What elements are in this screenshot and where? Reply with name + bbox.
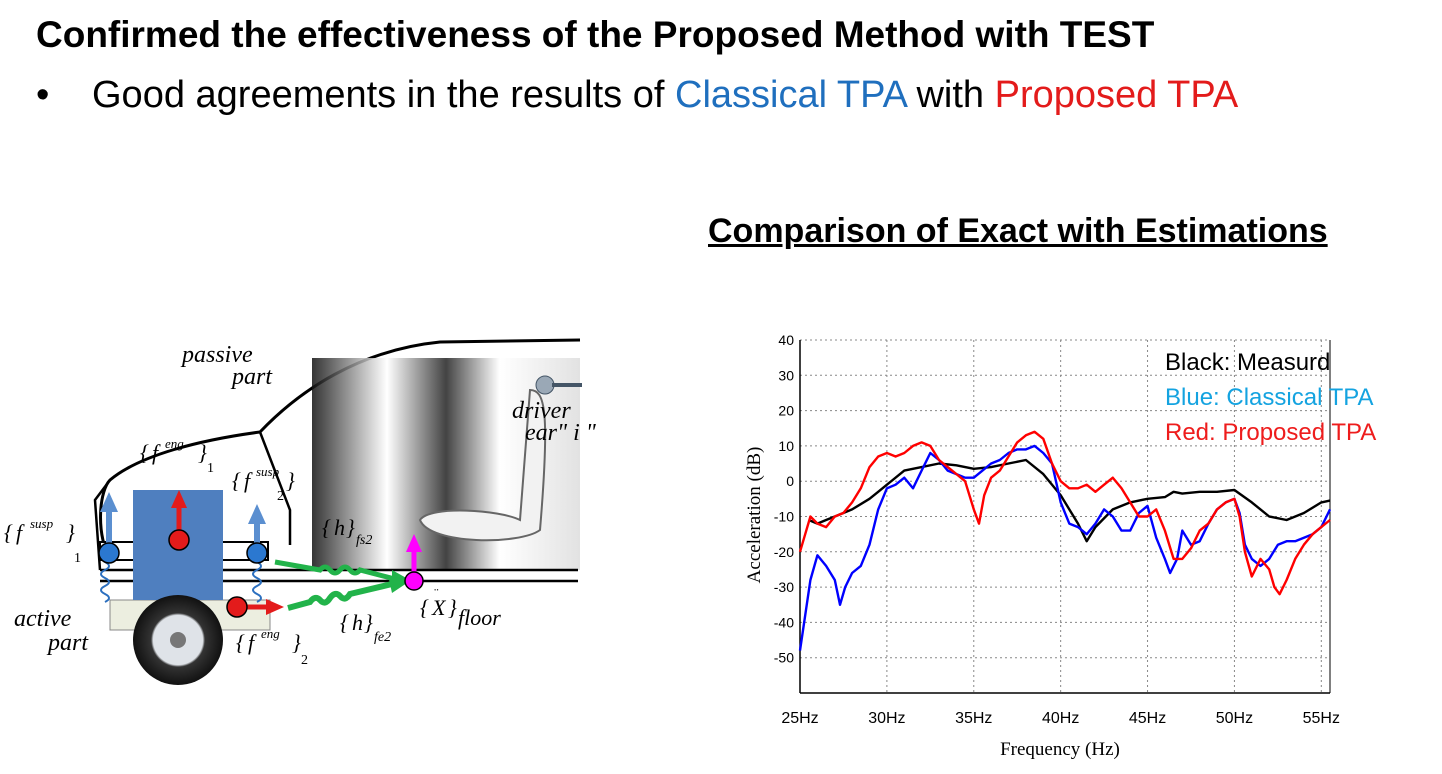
label-passive: passive [180,342,253,368]
y-axis-label: Acceleration (dB) [744,447,765,584]
label-f-susp-1-sup: susp [30,516,54,531]
svg-text:{: { [232,468,241,493]
y-tick-label: 40 [778,332,794,348]
engine-force-arrow-2 [266,599,284,615]
label-f-susp-1-sub: 1 [74,551,81,566]
label-passive-part: part [230,364,273,390]
engine-force-arrow-1 [171,490,187,508]
x-tick-label: 40Hz [1042,710,1079,727]
label-f-eng-1: f [152,440,161,465]
svg-text:}: } [198,440,207,465]
x-tick-label: 30Hz [868,710,905,727]
susp-force-arrow-1 [100,492,118,512]
label-active-part: part [46,630,89,656]
label-f-eng-1-sub: 1 [207,461,214,476]
label-active: active [14,606,72,632]
floor-point [404,571,424,591]
label-f-susp-2-sup: susp [256,464,280,479]
label-f-eng-2-sup: eng [261,626,280,641]
y-tick-label: -10 [774,509,794,525]
classical-tpa-line [798,444,1332,651]
bullet-prefix: Good agreements in the results of [92,74,675,116]
svg-text:{: { [140,440,149,465]
legend-entry: Black: Measurd [1165,349,1330,376]
svg-text:{: { [340,610,349,635]
spring-left [100,561,110,603]
x-tick-label: 55Hz [1303,710,1340,727]
svg-text:{: { [236,630,245,655]
chart-axes [799,340,1331,694]
label-f-susp-1: f [16,520,25,545]
y-tick-label: 10 [778,438,794,454]
y-tick-label: 0 [786,473,794,489]
label-f-susp-2: f [244,468,253,493]
chart-series [798,430,1332,651]
bullet-point: • Good agreements in the results of Class… [36,74,1238,117]
y-tick-label: -50 [774,650,794,666]
x-axis-label: Frequency (Hz) [1000,739,1120,760]
y-tick-label: 30 [778,367,794,383]
svg-text:}: } [448,595,457,620]
y-tick-label: 20 [778,403,794,419]
label-h-fs2: h [334,515,345,540]
spring-right [252,561,262,603]
transfer-path-fe2 [287,581,393,611]
y-tick-label: -30 [774,579,794,595]
chart-ticks: 40 30 20 10 0 -10 -20 -30 -40 -50 25Hz 30Hz 35Hz 40Hz… [774,332,1340,727]
measured-line [808,458,1331,543]
proposed-tpa-label: Proposed TPA [994,74,1239,116]
proposed-tpa-line [798,430,1331,596]
legend-entry: Blue: Classical TPA [1165,384,1374,411]
bullet-middle: with [905,74,995,116]
label-ear: ear" i " [525,420,597,446]
susp-force-arrow-2 [248,504,266,524]
transfer-path-fs2 [274,559,396,582]
vehicle-tpa-diagram: passive part active part driver ear" i "… [4,338,597,685]
label-x-floor-sub: floor [458,605,501,630]
x-tick-label: 35Hz [955,710,992,727]
label-h-fe2: h [352,610,363,635]
chart-legend: Black: Measurd Blue: Classical TPA Red: Pr… [1165,349,1376,446]
y-tick-label: -20 [774,544,794,560]
label-h-fs2-sub: fs2 [356,533,372,548]
svg-text:¨: ¨ [434,587,439,602]
x-tick-label: 45Hz [1129,710,1166,727]
bullet-marker: • [36,74,50,116]
floor-response-arrow [406,534,422,552]
label-f-eng-2: f [248,630,257,655]
svg-text:{: { [322,515,331,540]
svg-text:{: { [4,520,13,545]
svg-text:}: } [364,610,373,635]
page-title: Confirmed the effectiveness of the Propo… [36,14,1155,55]
chart-title: Comparison of Exact with Estimations [708,212,1328,250]
svg-text:{: { [420,595,429,620]
label-f-eng-1-sup: eng [165,436,184,451]
microphone-icon [535,375,555,395]
label-f-eng-2-sub: 2 [301,653,308,668]
svg-text:}: } [292,630,301,655]
y-tick-label: -40 [774,614,794,630]
comparison-chart: 40 30 20 10 0 -10 -20 -30 -40 -50 25Hz 30Hz 35Hz 40Hz… [744,332,1376,760]
label-f-susp-2-sub: 2 [277,489,284,504]
x-tick-label: 50Hz [1216,710,1253,727]
svg-text:}: } [286,468,295,493]
svg-text:}: } [346,515,355,540]
legend-entry: Red: Proposed TPA [1165,419,1376,446]
label-h-fe2-sub: fe2 [374,630,391,645]
label-driver: driver [512,398,571,424]
svg-text:}: } [66,520,75,545]
label-x-floor: X [431,595,447,620]
x-tick-label: 25Hz [781,710,818,727]
chart-grid [799,339,1330,693]
classical-tpa-label: Classical TPA [675,74,906,116]
